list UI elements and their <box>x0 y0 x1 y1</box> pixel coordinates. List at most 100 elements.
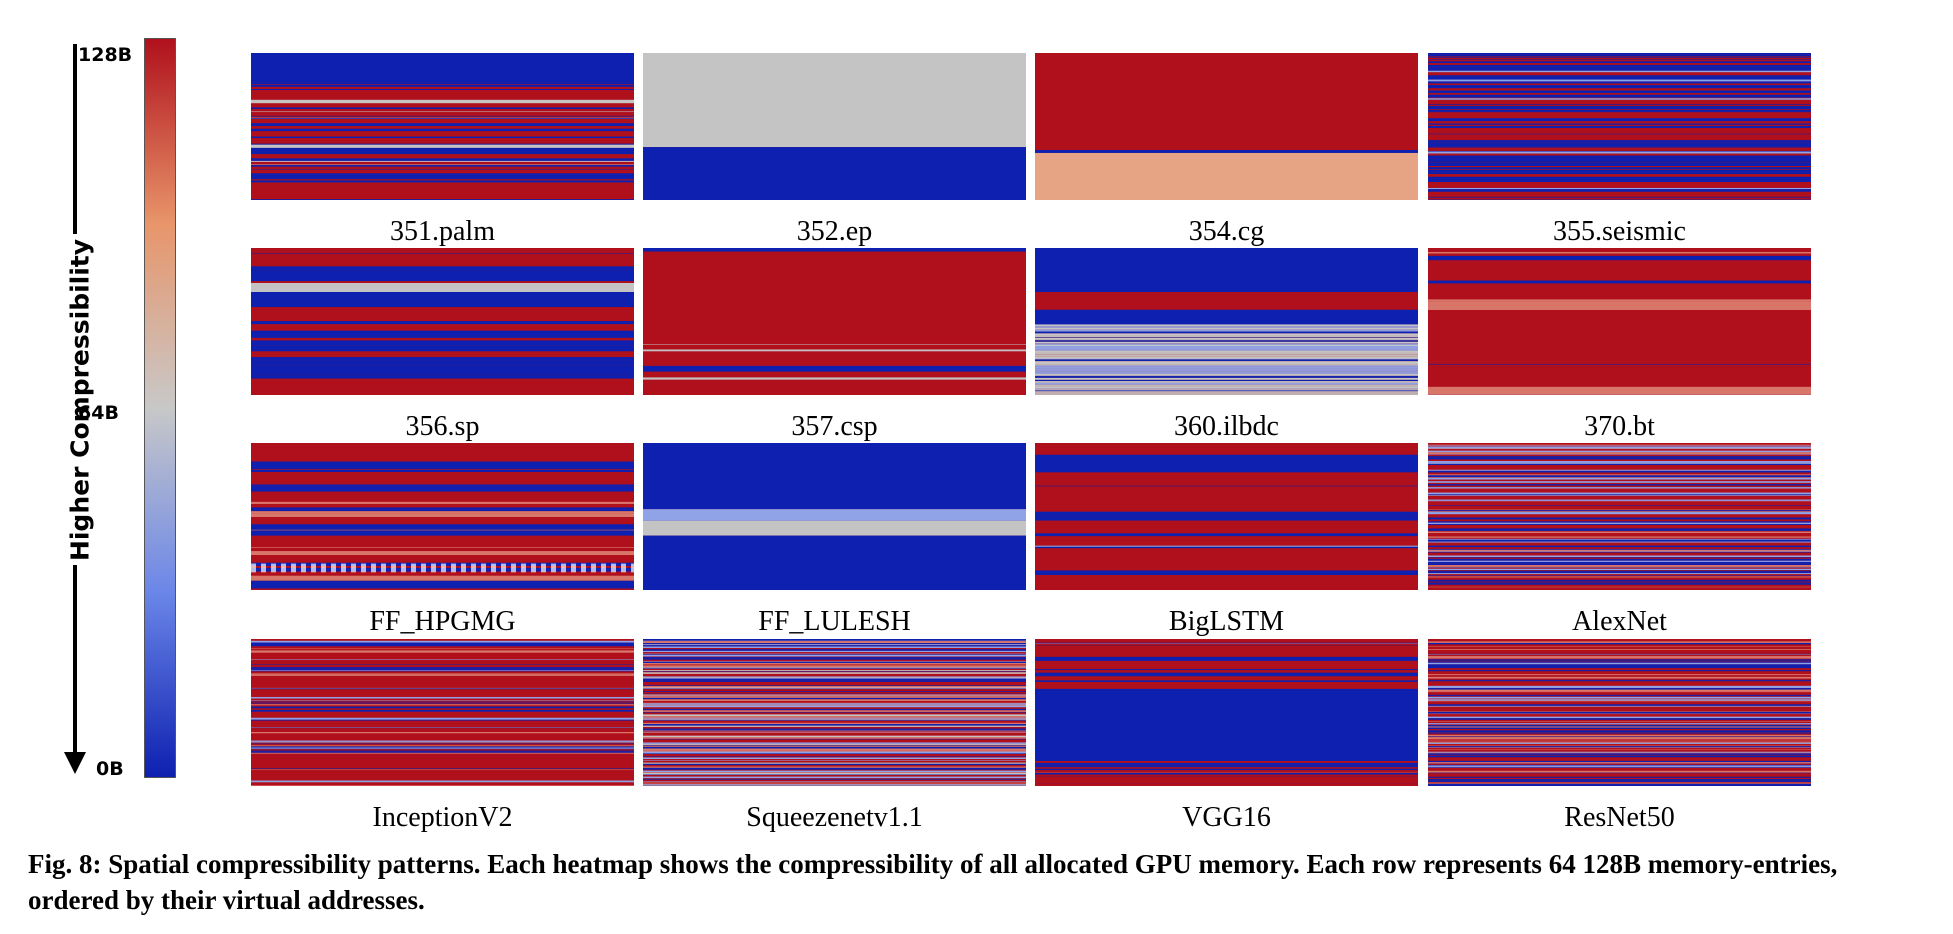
heatmap-row-band <box>1428 508 1811 509</box>
heatmap-row-band <box>1428 575 1811 577</box>
heatmap-row-band <box>1428 386 1811 390</box>
heatmap-row-band <box>251 179 634 180</box>
heatmap-row-band <box>251 661 634 663</box>
heatmap-row-band <box>1428 763 1811 765</box>
heatmap-dot-mark <box>561 563 566 573</box>
heatmap-row-band <box>643 779 1026 781</box>
heatmap-row-band <box>251 337 634 339</box>
heatmap-row-band <box>251 357 634 361</box>
heatmap-row-band <box>643 443 1026 510</box>
heatmap-row-band <box>251 471 634 477</box>
heatmap-row-band <box>251 669 634 671</box>
heatmap-row-band <box>1428 370 1811 377</box>
heatmap-row-band <box>251 728 634 731</box>
panel-label: 370.bt <box>1584 411 1655 442</box>
heatmap-row-band <box>643 696 1026 698</box>
heatmap-row-band <box>1428 494 1811 496</box>
panel-label: Squeezenetv1.1 <box>746 802 923 833</box>
heatmap-row-band <box>1428 577 1811 579</box>
heatmap-row-band <box>643 284 1026 288</box>
heatmap-row-band <box>643 694 1026 696</box>
heatmap-row-band <box>251 682 634 685</box>
heatmap-row-band <box>643 722 1026 725</box>
heatmap-row-band <box>1035 383 1418 385</box>
heatmap-row-band <box>251 138 634 140</box>
heatmap-row-band <box>1035 358 1418 360</box>
heatmap-row-band <box>251 345 634 352</box>
heatmap-row-band <box>643 754 1026 757</box>
heatmap-row-band <box>1428 72 1811 76</box>
heatmap-row-band <box>251 535 634 543</box>
heatmap-row-band <box>251 172 634 174</box>
heatmap-ff-lulesh <box>643 443 1026 590</box>
heatmap-row-band <box>1428 117 1811 119</box>
heatmap-row-band <box>1428 155 1811 159</box>
heatmap-row-band <box>251 253 634 254</box>
heatmap-row-band <box>1428 760 1811 763</box>
heatmap-row-band <box>1428 154 1811 156</box>
heatmap-row-band <box>1428 737 1811 740</box>
heatmap-row-band <box>251 644 634 647</box>
heatmap-row-band <box>1035 681 1418 686</box>
heatmap-row-band <box>251 94 634 98</box>
panel-label: 360.ilbdc <box>1174 411 1279 442</box>
heatmap-row-band <box>643 721 1026 723</box>
heatmap-row-band <box>251 723 634 724</box>
heatmap-row-band <box>1428 447 1811 449</box>
heatmap-row-band <box>251 696 634 697</box>
heatmap-row-band <box>1428 67 1811 71</box>
heatmap-row-band <box>1035 498 1418 505</box>
heatmap-row-band <box>1428 713 1811 715</box>
heatmap-row-band <box>251 86 634 90</box>
heatmap-row-band <box>251 187 634 189</box>
heatmap-canvas <box>1428 443 1811 590</box>
heatmap-row-band <box>251 693 634 696</box>
heatmap-row-band <box>1035 642 1418 644</box>
heatmap-row-band <box>1035 337 1418 338</box>
heatmap-row-band <box>1428 776 1811 778</box>
heatmap-row-band <box>643 767 1026 769</box>
heatmap-row-band <box>1428 714 1811 715</box>
heatmap-row-band <box>251 705 634 707</box>
heatmap-row-band <box>643 735 1026 738</box>
heatmap-row-band <box>1428 311 1811 316</box>
heatmap-row-band <box>643 283 1026 285</box>
heatmap-row-band <box>1035 685 1418 689</box>
heatmap-row-band <box>1428 727 1811 729</box>
heatmap-row-band <box>1428 736 1811 738</box>
heatmap-row-band <box>251 772 634 775</box>
heatmap-row-band <box>251 173 634 176</box>
heatmap-row-band <box>1035 329 1418 331</box>
heatmap-row-band <box>1428 479 1811 481</box>
heatmap-row-band <box>643 53 1026 148</box>
heatmap-row-band <box>251 727 634 729</box>
heatmap-row-band <box>1035 579 1418 587</box>
heatmap-row-band <box>1428 548 1811 550</box>
heatmap-row-band <box>251 180 634 183</box>
heatmap-row-band <box>1035 331 1418 334</box>
heatmap-row-band <box>1035 511 1418 516</box>
heatmap-row-band <box>251 727 634 728</box>
heatmap-row-band <box>643 702 1026 704</box>
heatmap-row-band <box>251 188 634 190</box>
heatmap-row-band <box>1035 533 1418 537</box>
heatmap-row-band <box>1428 502 1811 504</box>
heatmap-row-band <box>1035 765 1418 768</box>
heatmap-row-band <box>1035 486 1418 492</box>
heatmap-row-band <box>1428 544 1811 546</box>
heatmap-row-band <box>251 712 634 714</box>
heatmap-row-band <box>1428 505 1811 506</box>
heatmap-row-band <box>251 324 634 331</box>
heatmap-row-band <box>251 248 634 254</box>
heatmap-row-band <box>643 329 1026 334</box>
heatmap-row-band <box>1428 691 1811 693</box>
heatmap-row-band <box>1428 568 1811 571</box>
heatmap-row-band <box>1428 338 1811 345</box>
heatmap-row-band <box>643 756 1026 758</box>
heatmap-row-band <box>1428 570 1811 572</box>
heatmap-row-band <box>251 768 634 770</box>
heatmap-row-band <box>643 652 1026 654</box>
heatmap-row-band <box>643 661 1026 664</box>
heatmap-row-band <box>1428 680 1811 682</box>
heatmap-dot-mark <box>471 563 476 573</box>
